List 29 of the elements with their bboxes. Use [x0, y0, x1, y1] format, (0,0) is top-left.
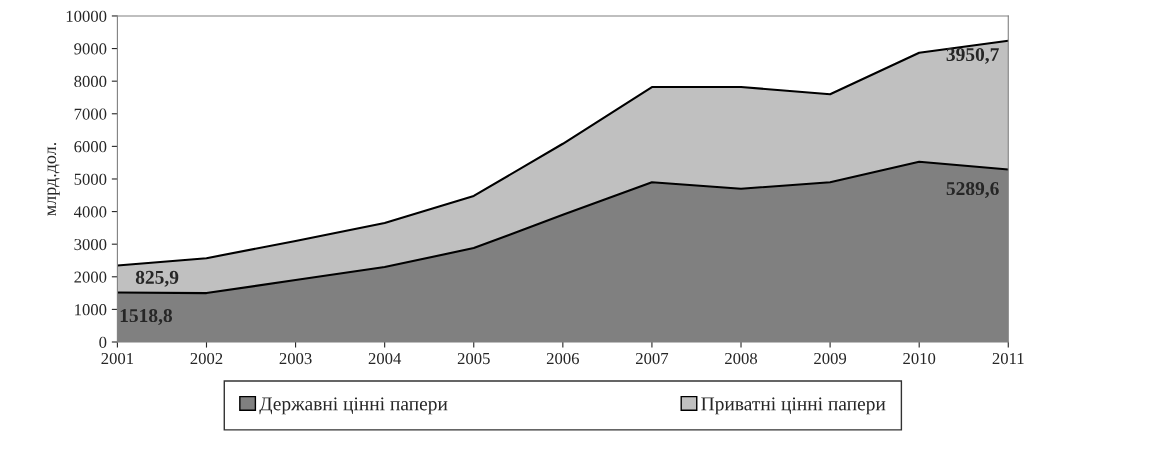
y-tick-label: 8000: [74, 75, 107, 88]
y-tick-label: 3000: [74, 238, 107, 251]
y-tick-label: 9000: [74, 43, 107, 55]
x-tick-label: 2003: [279, 352, 312, 365]
x-tick-label: 2007: [635, 352, 669, 365]
y-tick-label: 10000: [66, 10, 107, 22]
y-tick-label: 6000: [74, 141, 107, 153]
y-tick-label: 2000: [74, 271, 107, 283]
y-tick-label: 1000: [75, 304, 107, 316]
data-label: 5289,6: [946, 181, 999, 198]
x-tick-label: 2005: [457, 352, 490, 365]
data-label: 3950,7: [946, 47, 999, 64]
data-label: 825,9: [135, 270, 179, 287]
y-axis-title: млрд.дол.: [47, 142, 60, 216]
x-tick-label: 2011: [992, 352, 1024, 365]
legend-label: Державні цінні папери: [259, 397, 448, 415]
y-tick-label: 0: [99, 336, 107, 348]
x-tick-label: 2002: [190, 352, 223, 365]
data-label: 1518,8: [120, 308, 173, 325]
x-tick-label: 2006: [546, 352, 580, 365]
legend-label: Приватні цінні папери: [701, 397, 886, 415]
x-tick-label: 2009: [814, 352, 847, 365]
y-tick-label: 4000: [73, 206, 107, 218]
y-tick-label: 5000: [74, 173, 107, 185]
x-tick-label: 2001: [101, 352, 134, 365]
x-tick-label: 2004: [368, 352, 402, 365]
x-tick-label: 2008: [725, 352, 758, 365]
x-tick-label: 2010: [903, 352, 936, 365]
y-tick-label: 7000: [74, 108, 107, 120]
